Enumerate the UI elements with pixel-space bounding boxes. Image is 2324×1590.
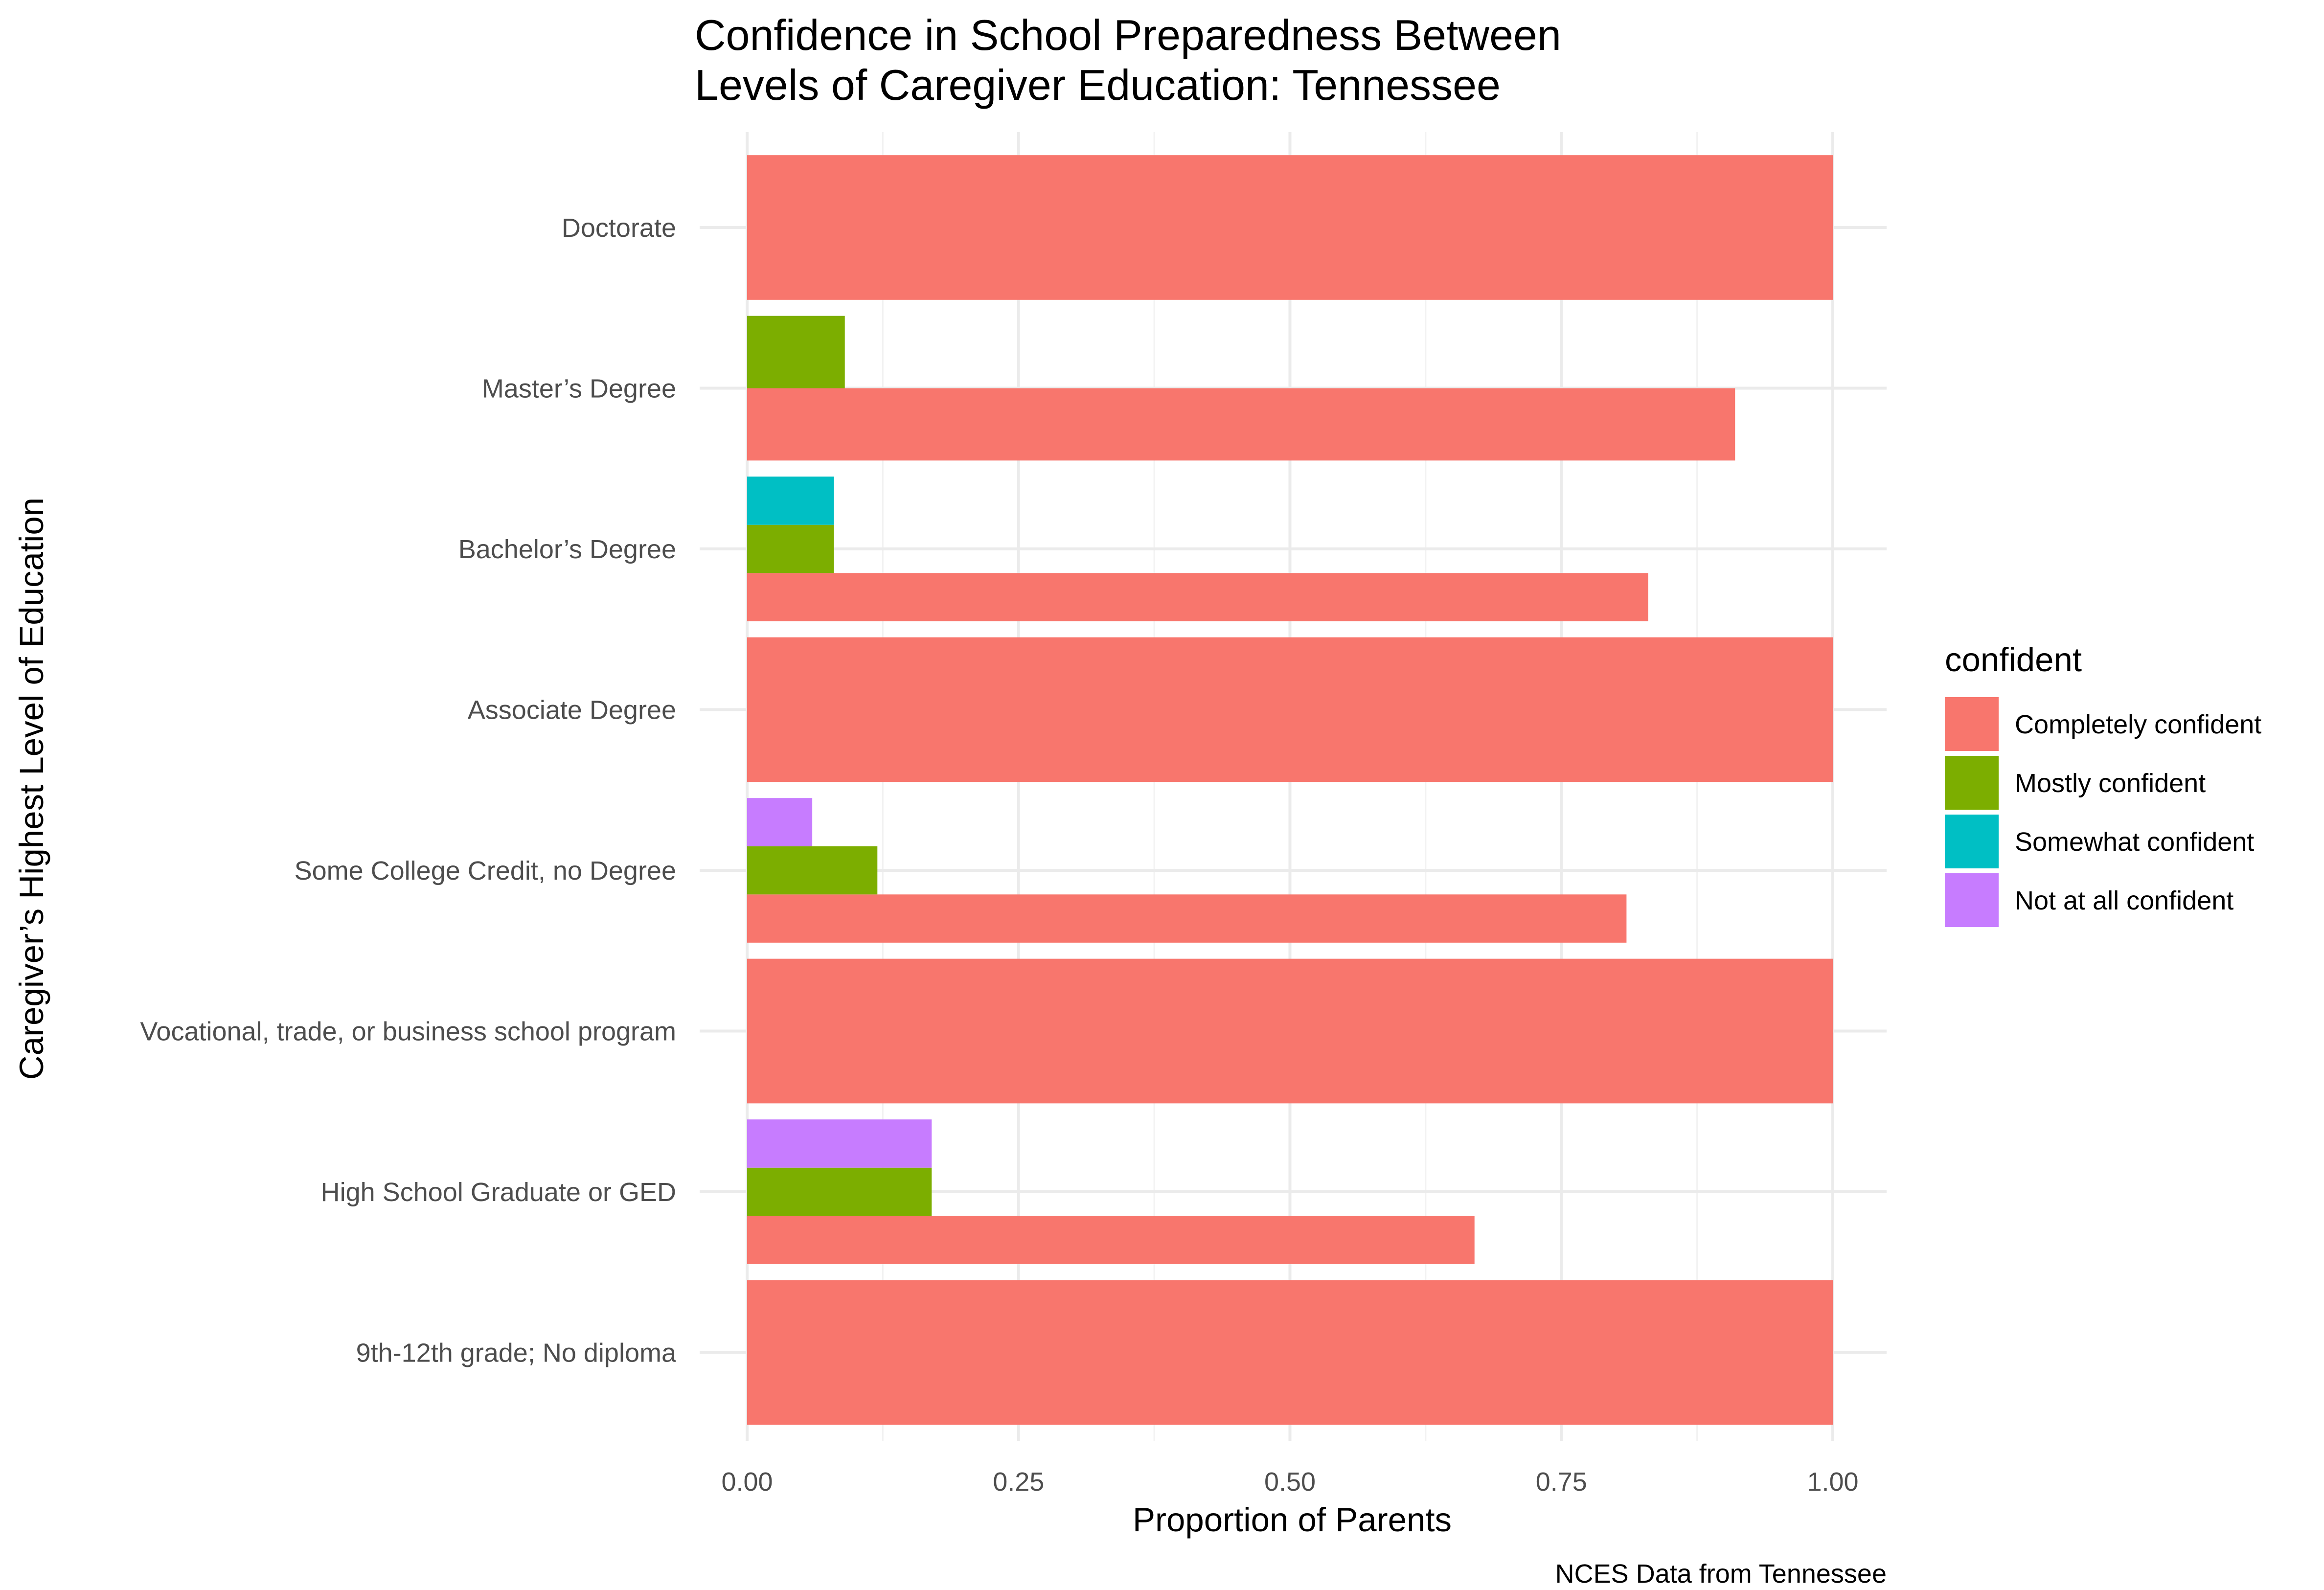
legend-key-completely-confident	[1945, 697, 1999, 751]
bar-high-school-graduate-or-ged-completely-confident	[747, 1216, 1475, 1264]
legend-key-somewhat-confident	[1945, 815, 1999, 868]
chart-caption: NCES Data from Tennessee	[1555, 1559, 1887, 1589]
bar-some-college-credit-no-degree-completely-confident	[747, 894, 1627, 943]
y-tick-label: Master’s Degree	[482, 374, 676, 404]
axis-ticks: 0.00 0.25 0.50 0.75 1.00 Doctorate Master’s De…	[140, 213, 1858, 1497]
bar-some-college-credit-no-degree-mostly-confident	[747, 846, 878, 895]
y-tick-label: Bachelor’s Degree	[458, 535, 676, 564]
legend-label-not-at-all-confident: Not at all confident	[2015, 886, 2233, 915]
chart-text: Confidence in School Preparedness Betwee…	[13, 11, 2082, 1589]
bar-master-s-degree-mostly-confident	[747, 316, 845, 388]
bar-high-school-graduate-or-ged-mostly-confident	[747, 1167, 932, 1216]
bar-9th-12th-grade-no-diploma-completely-confident	[747, 1280, 1833, 1425]
bar-master-s-degree-completely-confident	[747, 388, 1735, 461]
legend-label-mostly-confident: Mostly confident	[2015, 769, 2206, 798]
x-axis-title: Proportion of Parents	[1133, 1501, 1452, 1539]
legend-key-mostly-confident	[1945, 756, 1999, 810]
bar-high-school-graduate-or-ged-not-at-all-confident	[747, 1119, 932, 1168]
y-tick-label: Vocational, trade, or business school pr…	[140, 1017, 676, 1046]
y-tick-label: Associate Degree	[468, 696, 676, 725]
bar-associate-degree-completely-confident	[747, 637, 1833, 782]
x-tick-label: 1.00	[1807, 1467, 1858, 1497]
x-tick-label: 0.50	[1264, 1467, 1316, 1497]
y-tick-label: 9th-12th grade; No diploma	[356, 1339, 677, 1368]
x-tick-label: 0.25	[993, 1467, 1044, 1497]
bar-vocational-trade-or-business-school-program-completely-confident	[747, 958, 1833, 1104]
bar-bachelor-s-degree-completely-confident	[747, 573, 1648, 621]
legend-key-not-at-all-confident	[1945, 873, 1999, 927]
chart-title-line-1: Confidence in School Preparedness Betwee…	[695, 11, 1561, 59]
bar-doctorate-completely-confident	[747, 155, 1833, 300]
legend: Completely confident Mostly confident Some…	[1945, 697, 2261, 927]
bars	[747, 155, 1833, 1425]
legend-label-completely-confident: Completely confident	[2015, 710, 2261, 739]
bar-some-college-credit-no-degree-not-at-all-confident	[747, 798, 813, 846]
y-tick-label: Doctorate	[562, 213, 676, 243]
legend-label-somewhat-confident: Somewhat confident	[2015, 827, 2254, 857]
y-tick-label: Some College Credit, no Degree	[295, 856, 676, 886]
chart-title-line-2: Levels of Caregiver Education: Tennessee	[695, 61, 1501, 109]
y-tick-label: High School Graduate or GED	[321, 1178, 676, 1207]
bar-bachelor-s-degree-mostly-confident	[747, 524, 834, 573]
legend-title: confident	[1945, 641, 2082, 679]
y-axis-title: Caregiver’s Highest Level of Education	[13, 498, 50, 1080]
x-tick-label: 0.00	[721, 1467, 773, 1497]
bar-bachelor-s-degree-somewhat-confident	[747, 477, 834, 525]
x-tick-label: 0.75	[1536, 1467, 1587, 1497]
